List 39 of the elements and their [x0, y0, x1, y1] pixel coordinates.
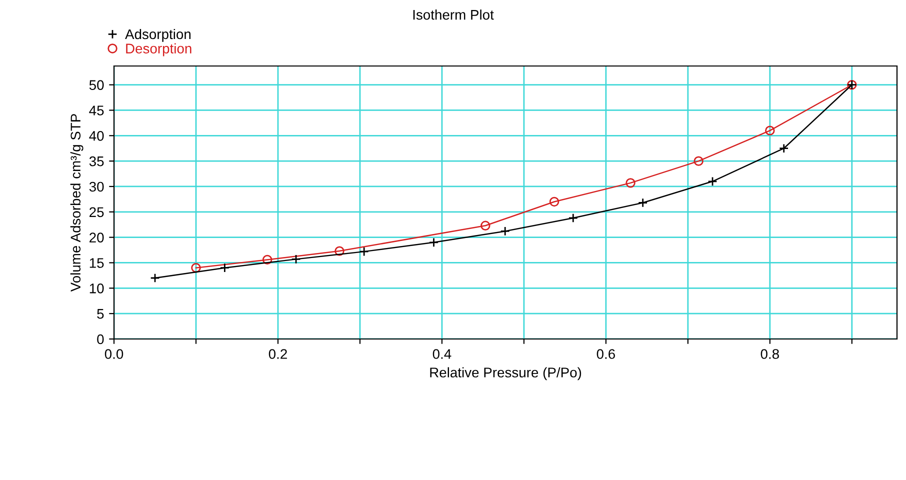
point [778, 143, 789, 154]
legend-label: Desorption [126, 43, 192, 56]
point [428, 238, 439, 248]
y-tick-label: 25 [90, 207, 104, 218]
y-axis-title: Volume Adsorbed cm³/g STP [70, 114, 84, 292]
y-tick-label: 35 [89, 156, 104, 166]
point [694, 156, 704, 166]
point [708, 176, 718, 186]
x-axis-title: Relative Pressure (P/Po) [430, 367, 582, 380]
y-tick-label: 50 [89, 80, 104, 90]
x-tick-label: 0.8 [760, 349, 779, 359]
y-tick-label: 30 [89, 182, 104, 192]
point [568, 213, 578, 223]
y-tick-label: 15 [90, 258, 104, 268]
point [334, 246, 344, 256]
x-tick-label: 0.6 [596, 349, 615, 359]
point [626, 178, 636, 188]
y-tick-label: 10 [90, 283, 104, 294]
x-tick-label: 0.4 [432, 349, 452, 359]
point [549, 196, 560, 207]
point [150, 273, 160, 283]
y-tick-label: 5 [97, 309, 104, 319]
y-tick-label: 0 [97, 334, 104, 344]
y-tick-label: 40 [89, 130, 104, 141]
point [500, 226, 510, 236]
point [291, 254, 301, 264]
point [191, 262, 201, 273]
chart-title: Isotherm Plot [413, 10, 494, 20]
point [638, 198, 648, 208]
point [262, 254, 272, 265]
x-tick-label: 0.2 [268, 349, 287, 359]
point [359, 246, 369, 256]
y-tick-label: 45 [89, 106, 104, 116]
point [765, 126, 775, 136]
point [220, 262, 230, 273]
y-tick-label: 20 [90, 232, 104, 242]
legend-label: Adsorption [125, 28, 190, 42]
point [480, 220, 490, 230]
x-tick-label: 0.0 [104, 349, 124, 359]
